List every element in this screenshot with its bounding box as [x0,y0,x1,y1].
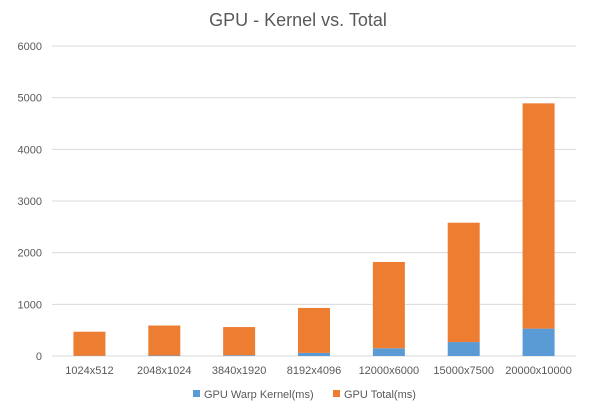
y-tick-label: 2000 [18,248,42,260]
bars [73,103,555,356]
bar-kernel [522,328,555,356]
bar-total [223,327,256,356]
x-tick-label: 20000x10000 [505,365,572,377]
bar-total [298,307,330,353]
bar-kernel [298,352,330,356]
gridlines [52,45,576,357]
y-tick-label: 3000 [18,196,42,208]
bar-total [372,261,405,349]
y-tick-label: 0 [36,351,42,363]
bar-total [447,222,480,343]
y-axis-ticks: 0 1000 2000 3000 4000 5000 6000 [18,41,42,363]
legend-label: GPU Total(ms) [344,389,416,401]
x-tick-label: 15000x7500 [433,365,494,377]
legend-label: GPU Warp Kernel(ms) [204,389,314,401]
y-tick-label: 5000 [18,93,42,105]
y-tick-label: 6000 [18,41,42,53]
y-tick-label: 4000 [18,144,42,156]
legend-swatch [193,390,200,397]
x-tick-label: 3840x1920 [212,365,266,377]
bar-kernel [223,355,256,356]
bar-total [73,331,106,356]
x-tick-label: 8192x4096 [287,365,341,377]
bar-total [148,325,181,356]
x-tick-label: 12000x6000 [359,365,420,377]
chart-title: GPU - Kernel vs. Total [209,10,387,30]
bar-total [522,103,555,329]
x-axis-ticks: 1024x512 2048x1024 3840x1920 8192x4096 12000… [65,365,572,377]
x-tick-label: 1024x512 [65,365,113,377]
x-tick-label: 2048x1024 [137,365,191,377]
bar-kernel [148,355,181,356]
legend: GPU Warp Kernel(ms) GPU Total(ms) [193,389,416,401]
legend-swatch [333,390,340,397]
y-tick-label: 1000 [18,299,42,311]
bar-kernel [447,342,480,356]
bar-kernel [372,348,405,356]
